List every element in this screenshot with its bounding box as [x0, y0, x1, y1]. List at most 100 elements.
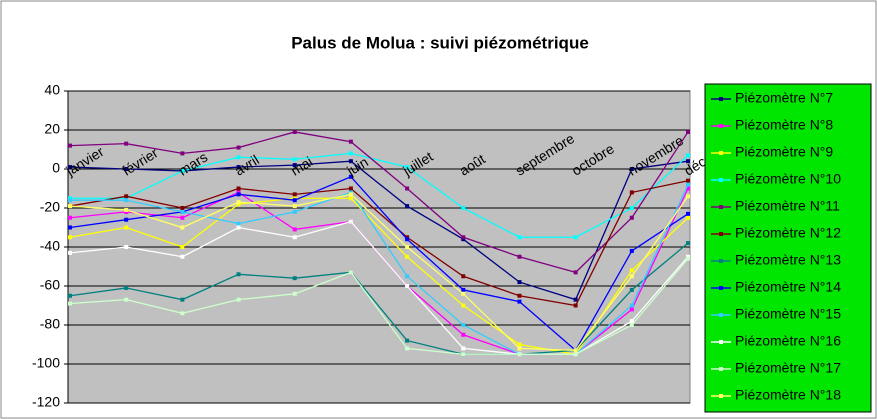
data-point — [573, 270, 578, 275]
data-point — [124, 198, 129, 203]
data-point — [686, 241, 690, 246]
data-point — [68, 165, 72, 170]
data-point — [573, 235, 578, 240]
legend-label: Piézomètre N°11 — [735, 198, 840, 214]
data-point — [180, 254, 185, 259]
data-point — [461, 352, 466, 357]
series-line — [69, 180, 689, 307]
data-point — [686, 129, 690, 134]
data-point — [517, 346, 522, 351]
legend-marker — [719, 97, 723, 101]
data-point — [573, 297, 578, 302]
data-point — [461, 287, 466, 292]
data-point — [573, 348, 578, 353]
data-point — [292, 157, 297, 162]
data-point — [236, 155, 241, 160]
data-point — [236, 145, 241, 150]
data-point — [292, 235, 297, 240]
data-point — [686, 215, 690, 220]
data-point — [348, 219, 353, 224]
data-point — [405, 346, 410, 351]
data-point — [180, 151, 185, 156]
legend-label: Piézomètre N°16 — [735, 333, 841, 349]
data-point — [517, 280, 522, 285]
data-point — [180, 206, 185, 210]
data-point — [180, 215, 185, 220]
data-point — [124, 141, 129, 146]
data-point — [348, 159, 353, 164]
data-point — [180, 168, 185, 173]
legend-marker — [719, 394, 723, 398]
data-point — [348, 151, 353, 156]
legend-marker — [719, 124, 723, 128]
series-line — [69, 193, 689, 352]
y-tick-label: 40 — [44, 82, 60, 98]
data-point — [461, 206, 466, 210]
data-point — [124, 285, 129, 290]
data-point — [292, 276, 297, 281]
y-tick-label: -120 — [32, 394, 60, 410]
data-point — [68, 204, 72, 209]
data-point — [686, 256, 690, 261]
data-point — [348, 174, 353, 179]
legend-marker — [719, 286, 723, 290]
y-tick-label: -20 — [40, 199, 60, 215]
series-line — [69, 160, 689, 301]
data-point — [686, 178, 690, 183]
legend-marker — [719, 205, 723, 209]
legend-marker — [719, 151, 723, 155]
data-point — [405, 237, 410, 242]
data-point — [461, 274, 466, 279]
data-point — [461, 332, 466, 337]
data-point — [236, 297, 241, 302]
series-line — [69, 258, 689, 355]
legend-label: Piézomètre N°8 — [735, 117, 833, 133]
legend-label: Piézomètre N°14 — [735, 279, 841, 295]
data-point — [180, 245, 185, 249]
data-point — [68, 143, 72, 148]
legend-label: Piézomètre N°9 — [735, 144, 833, 160]
data-point — [348, 192, 353, 197]
legend-label: Piézomètre N°18 — [735, 387, 841, 403]
data-point — [292, 163, 297, 168]
data-point — [405, 284, 410, 288]
legend-marker — [719, 340, 723, 344]
data-point — [629, 215, 634, 220]
data-point — [405, 245, 410, 249]
data-point — [461, 291, 466, 296]
data-point — [348, 139, 353, 144]
data-point — [124, 217, 129, 222]
data-point — [292, 204, 297, 209]
data-point — [405, 254, 410, 259]
legend-label: Piézomètre N°12 — [735, 225, 841, 241]
data-point — [292, 209, 297, 214]
data-point — [517, 235, 522, 240]
data-point — [405, 274, 410, 279]
data-point — [405, 186, 410, 191]
legend-label: Piézomètre N°13 — [735, 252, 841, 268]
legend-label: Piézomètre N°17 — [735, 360, 841, 376]
data-point — [292, 192, 297, 197]
data-point — [180, 225, 185, 230]
data-point — [180, 209, 185, 214]
data-point — [405, 204, 410, 209]
legend-marker — [719, 313, 723, 317]
data-point — [236, 186, 241, 191]
data-point — [236, 200, 241, 205]
y-tick-label: 20 — [44, 121, 60, 137]
data-point — [405, 165, 410, 170]
data-point — [292, 227, 297, 232]
data-point — [686, 159, 690, 164]
data-point — [629, 268, 634, 273]
data-point — [405, 338, 410, 343]
data-point — [348, 270, 353, 275]
legend-box — [704, 83, 872, 413]
data-point — [124, 207, 129, 212]
data-point — [124, 297, 129, 302]
data-point — [686, 153, 690, 158]
y-tick-label: -40 — [40, 238, 60, 254]
legend-marker — [719, 232, 723, 236]
data-point — [348, 196, 353, 201]
y-tick-label: -80 — [40, 316, 60, 332]
